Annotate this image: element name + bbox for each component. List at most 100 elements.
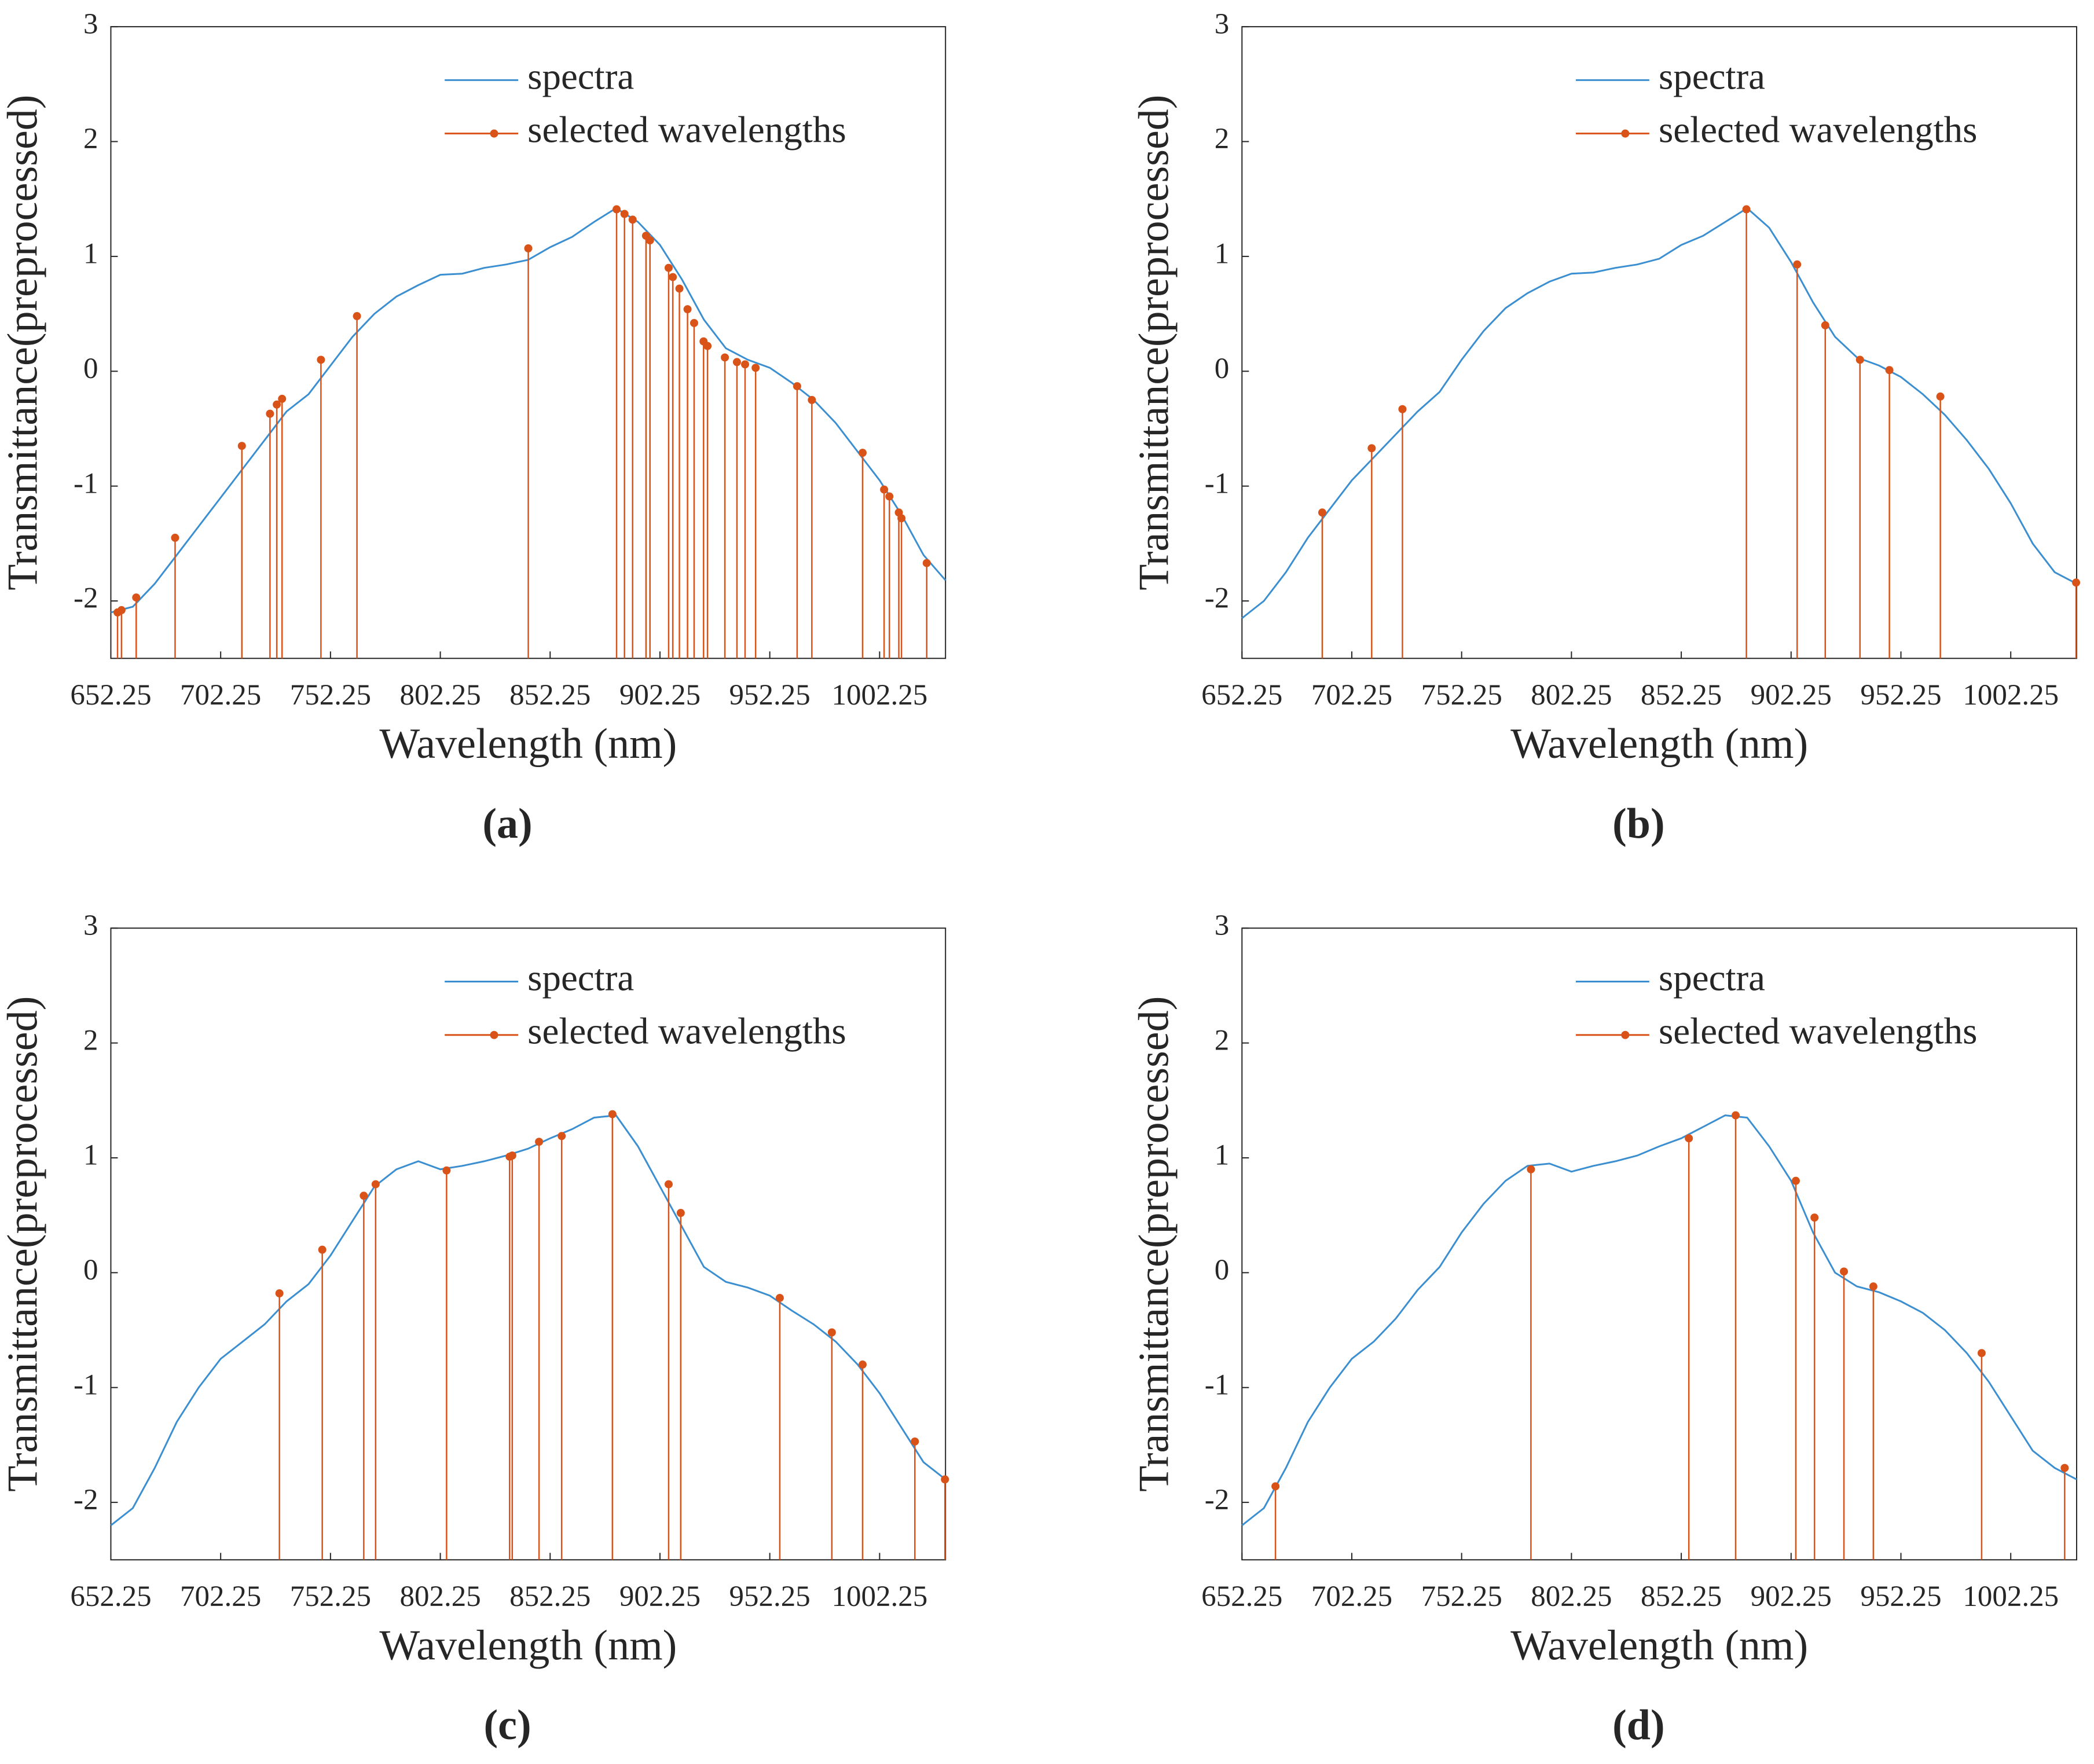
stem-dot bbox=[1977, 1349, 1986, 1358]
y-tick-label: 2 bbox=[83, 1024, 98, 1057]
stem-dot bbox=[690, 318, 698, 327]
stem-dot bbox=[237, 442, 246, 450]
stem bbox=[628, 215, 637, 659]
y-axis-label: Transmittance(preprocessed) bbox=[1130, 996, 1178, 1492]
stem bbox=[318, 1245, 327, 1560]
x-tick-label: 652.25 bbox=[1201, 1580, 1282, 1613]
stem-dot bbox=[646, 236, 654, 245]
stem-dot bbox=[808, 395, 816, 404]
stem bbox=[1869, 1282, 1877, 1560]
stem bbox=[508, 1151, 516, 1560]
stem-dot bbox=[524, 244, 533, 253]
y-axis-label: Transmittance(preprocessed) bbox=[1130, 95, 1178, 591]
stem bbox=[524, 244, 533, 659]
stem-dot bbox=[1869, 1282, 1877, 1291]
y-tick-label: 2 bbox=[83, 123, 98, 155]
panel-label: (b) bbox=[1612, 800, 1664, 848]
x-axis-label: Wavelength (nm) bbox=[1510, 720, 1808, 768]
x-tick-label: 902.25 bbox=[619, 1580, 701, 1613]
stem bbox=[676, 1209, 685, 1560]
legend-dot bbox=[490, 1030, 498, 1039]
y-tick-label: 2 bbox=[1215, 1024, 1230, 1057]
stem-dot bbox=[628, 215, 637, 224]
stem-dot bbox=[266, 409, 274, 418]
stem-dot bbox=[613, 205, 621, 214]
stem-dot bbox=[1840, 1267, 1849, 1276]
stem bbox=[2072, 578, 2081, 659]
stem bbox=[317, 355, 325, 659]
stem-dot bbox=[508, 1151, 516, 1160]
stem bbox=[1527, 1165, 1535, 1560]
stem-dot bbox=[1885, 366, 1894, 375]
stem bbox=[1793, 260, 1802, 659]
y-tick-label: 3 bbox=[83, 909, 98, 942]
stem bbox=[1685, 1134, 1693, 1560]
stem bbox=[117, 606, 126, 659]
stem bbox=[699, 337, 708, 659]
stem bbox=[1885, 366, 1894, 659]
legend-label: spectra bbox=[527, 957, 634, 999]
stem bbox=[641, 232, 650, 659]
y-tick-label: -1 bbox=[74, 467, 98, 500]
stem bbox=[664, 1180, 673, 1560]
x-tick-label: 802.25 bbox=[1531, 1580, 1612, 1613]
y-tick-label: 1 bbox=[1215, 1139, 1230, 1172]
stem-dot bbox=[880, 485, 889, 494]
stem-dot bbox=[371, 1180, 380, 1189]
stem bbox=[1318, 508, 1326, 659]
stem-dot bbox=[273, 400, 281, 409]
stem bbox=[1810, 1213, 1819, 1560]
spectrum-line bbox=[1241, 207, 2077, 619]
stem-dot bbox=[1271, 1482, 1280, 1491]
x-tick-label: 802.25 bbox=[399, 1580, 481, 1613]
stem-dot bbox=[1821, 321, 1829, 329]
x-tick-label: 752.25 bbox=[1421, 1580, 1502, 1613]
x-tick-label: 752.25 bbox=[1421, 679, 1502, 712]
stem-dot bbox=[275, 1289, 284, 1298]
stem bbox=[740, 360, 749, 659]
stem bbox=[371, 1180, 380, 1560]
stem bbox=[646, 236, 654, 659]
x-tick-label: 702.25 bbox=[180, 1580, 261, 1613]
stem bbox=[360, 1191, 368, 1560]
stem bbox=[171, 533, 179, 659]
x-tick-label: 652.25 bbox=[70, 679, 151, 712]
x-tick-label: 952.25 bbox=[729, 1580, 811, 1613]
x-tick-label: 1002.25 bbox=[831, 1580, 927, 1613]
axes-box bbox=[1241, 26, 2078, 659]
x-tick-label: 852.25 bbox=[509, 1580, 591, 1613]
stem bbox=[941, 1475, 949, 1560]
stem bbox=[620, 210, 629, 659]
stem-dot bbox=[885, 492, 894, 501]
y-tick-label: 1 bbox=[83, 238, 98, 270]
y-tick-label: -1 bbox=[1205, 1369, 1229, 1401]
x-tick-label: 652.25 bbox=[1201, 679, 1282, 712]
legend-label: selected wavelengths bbox=[527, 109, 846, 151]
y-tick-label: 2 bbox=[1215, 123, 1230, 155]
stem-dot bbox=[740, 360, 749, 369]
y-tick-label: 3 bbox=[1215, 909, 1230, 942]
stem bbox=[613, 205, 621, 659]
x-axis-label: Wavelength (nm) bbox=[379, 720, 677, 768]
stem bbox=[113, 608, 122, 659]
y-tick-label: 0 bbox=[1215, 1254, 1230, 1286]
x-tick-label: 752.25 bbox=[290, 1580, 371, 1613]
axes-box bbox=[1241, 927, 2078, 1561]
stem-dot bbox=[664, 1180, 673, 1189]
stem bbox=[1821, 321, 1829, 659]
stem-dot bbox=[669, 273, 677, 281]
stem-dot bbox=[664, 263, 673, 272]
stem-dot bbox=[732, 358, 741, 366]
legend-label: spectra bbox=[1659, 957, 1765, 999]
stem bbox=[442, 1166, 451, 1560]
stem-dot bbox=[675, 284, 684, 293]
panel-label: (a) bbox=[482, 800, 532, 848]
y-axis-label: Transmittance(preprocessed) bbox=[0, 996, 46, 1492]
spectrum-line bbox=[110, 1114, 947, 1526]
x-tick-label: 802.25 bbox=[1531, 679, 1612, 712]
stem-dot bbox=[911, 1437, 919, 1446]
subplot: -2 -1 0 1 2 3 652.25 702.25 752.25 802.25 852.25 90… bbox=[0, 8, 947, 848]
stem-dot bbox=[1527, 1165, 1535, 1173]
x-tick-label: 902.25 bbox=[619, 679, 701, 712]
